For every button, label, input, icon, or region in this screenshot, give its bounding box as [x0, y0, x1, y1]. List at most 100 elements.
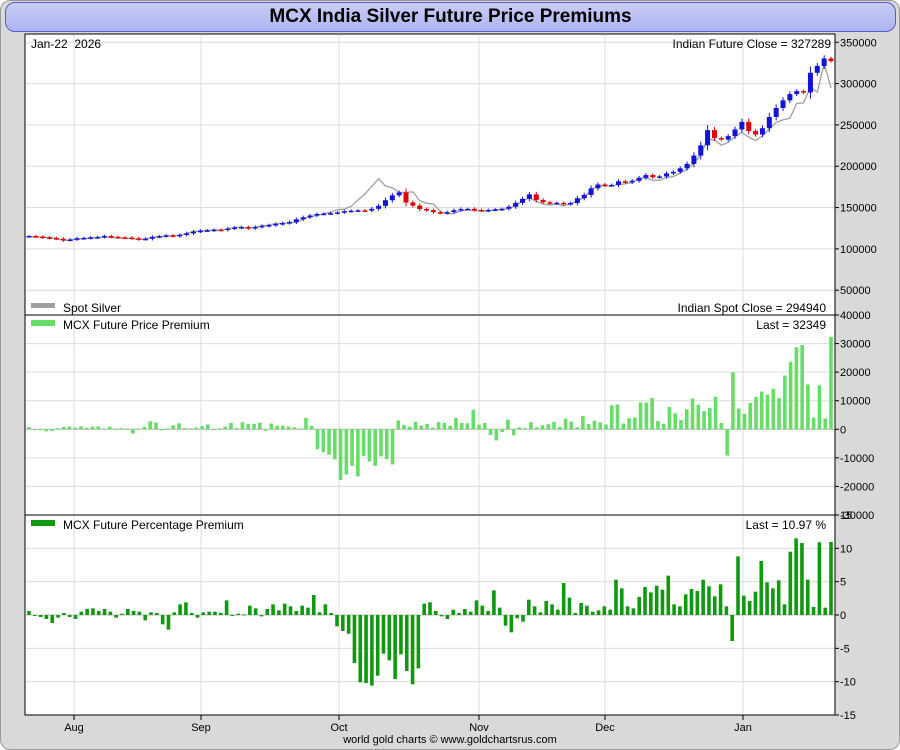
premium-bar — [375, 615, 380, 676]
premium-bar — [154, 422, 158, 430]
price-y-axis: 350000 300000 250000 200000 150000 100000 5000… — [835, 37, 877, 297]
premium-bar — [195, 615, 200, 618]
candle-body — [616, 181, 622, 185]
premium-bar — [625, 606, 630, 615]
candle-body — [581, 194, 587, 199]
premium-bar — [690, 398, 695, 430]
premium-bar — [667, 407, 672, 430]
candle-body — [636, 177, 642, 181]
candle-body — [101, 236, 107, 238]
candle-body — [225, 228, 231, 231]
y-tick-label: 30000 — [840, 339, 871, 351]
premium-bar — [242, 614, 246, 616]
premium-bar — [673, 413, 678, 430]
premium-bar — [27, 427, 31, 430]
premium-bar — [148, 421, 152, 430]
y-tick-label: -10 — [840, 677, 856, 689]
premium-bar — [298, 428, 302, 430]
premium-bar — [552, 421, 556, 430]
premium-bar — [608, 609, 612, 615]
premium-bar — [805, 579, 810, 615]
premium-bar — [149, 612, 153, 615]
premium-bar — [492, 590, 496, 615]
premium-bar — [598, 422, 602, 430]
premium-bar — [465, 423, 470, 430]
premium-bar — [471, 409, 476, 430]
premium-bar — [410, 615, 415, 685]
candle-body — [828, 58, 834, 62]
premium-bar — [102, 609, 107, 615]
premium-bar — [341, 615, 345, 631]
premium-bar — [503, 615, 508, 626]
premium-bar — [615, 404, 620, 430]
candle-body — [115, 236, 121, 239]
spot-silver-line — [29, 60, 832, 242]
premium-bar — [463, 609, 467, 615]
future-price-candles — [26, 55, 834, 242]
premium-bar — [350, 429, 354, 466]
premium-bar — [213, 611, 217, 615]
premium-bar — [575, 427, 579, 430]
spot-close-label: Indian Spot Close = 294940 — [678, 301, 827, 315]
candle-body — [506, 206, 512, 209]
candle-body — [163, 235, 169, 237]
premium-bar — [569, 421, 574, 430]
premium-bar — [638, 402, 643, 430]
premium-bar — [550, 604, 554, 615]
premium-bar — [794, 347, 799, 430]
premium-bar — [747, 601, 752, 615]
premium-bar — [142, 427, 147, 430]
candle-body — [814, 65, 820, 73]
premium-bar — [759, 391, 764, 430]
chart-title: MCX India Silver Future Price Premiums — [5, 2, 896, 32]
premium-bar — [445, 615, 450, 619]
premium-bar — [230, 615, 235, 616]
premium-bar — [683, 594, 688, 615]
x-axis: Aug Sep Oct Nov Dec Jan — [64, 715, 752, 734]
premium-bar — [800, 543, 804, 615]
candle-body — [53, 238, 59, 240]
premium-panel — [24, 314, 836, 516]
premium-grid — [26, 316, 834, 514]
y-tick-label: 0 — [840, 610, 846, 622]
candle-body — [143, 238, 149, 241]
candle-body — [245, 227, 251, 229]
premium-bar — [91, 608, 95, 615]
candle-body — [341, 211, 347, 213]
premium-bar — [829, 541, 833, 615]
premium-bar — [788, 361, 793, 430]
premium-bar — [413, 421, 418, 430]
premium-bar — [229, 423, 233, 430]
premium-bar — [315, 429, 320, 450]
date-label: Jan-22 2026 — [31, 37, 101, 51]
candle-body — [321, 213, 327, 216]
candle-body — [184, 233, 190, 235]
premium-bar — [408, 426, 412, 430]
premium-bar — [654, 585, 659, 615]
premium-bar — [304, 417, 308, 430]
premium-bar — [621, 423, 626, 430]
premium-bar — [367, 429, 372, 462]
premium-bar — [399, 615, 403, 655]
premium-bar — [323, 604, 328, 615]
x-tick-label: Aug — [64, 722, 84, 734]
premium-bar — [730, 615, 735, 641]
premium-bar — [454, 417, 458, 430]
premium-bar — [477, 424, 481, 430]
premium-bar — [823, 607, 827, 615]
premium-bar — [526, 599, 531, 615]
premium-bar — [44, 615, 49, 619]
premium-bar — [776, 580, 781, 615]
premium-bar — [459, 423, 464, 430]
y-tick-label: 150000 — [840, 203, 877, 215]
premium-bar — [474, 600, 479, 615]
candle-body — [238, 227, 244, 229]
premium-bar — [358, 615, 363, 683]
candle-body — [753, 130, 759, 135]
candle-body — [485, 209, 491, 212]
candle-body — [643, 175, 649, 178]
premium-bar — [113, 428, 118, 430]
candle-body — [711, 130, 717, 138]
premium-bar — [783, 375, 787, 430]
candle-body — [389, 195, 395, 201]
